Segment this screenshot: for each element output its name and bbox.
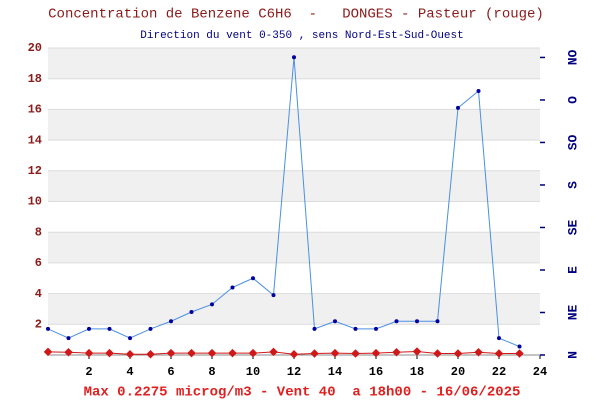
band bbox=[48, 293, 540, 325]
point bbox=[187, 348, 196, 358]
point bbox=[351, 349, 360, 358]
point bbox=[46, 326, 50, 331]
point bbox=[269, 347, 278, 357]
point bbox=[148, 326, 153, 331]
x-tick-label: 8 bbox=[208, 365, 215, 379]
point bbox=[415, 319, 419, 324]
y2-tick-label: O bbox=[565, 96, 580, 104]
y2-tick-label: E bbox=[565, 266, 580, 274]
y-tick-label: 20 bbox=[28, 41, 42, 55]
point bbox=[125, 349, 135, 359]
point bbox=[271, 293, 276, 298]
point bbox=[84, 348, 94, 358]
chart-subtitle: Direction du vent 0-350 , sens Nord-Est-… bbox=[140, 30, 463, 42]
point bbox=[435, 319, 440, 324]
chart-title: Concentration de Benzene C6H6 - DONGES -… bbox=[48, 7, 544, 23]
point bbox=[330, 348, 340, 358]
point bbox=[210, 302, 214, 307]
y-tick-label: 2 bbox=[35, 317, 42, 331]
point bbox=[169, 319, 173, 324]
y-tick-label: 4 bbox=[35, 287, 42, 301]
x-tick-label: 4 bbox=[126, 365, 133, 379]
band bbox=[48, 109, 540, 141]
point bbox=[374, 326, 378, 331]
x-tick-label: 16 bbox=[369, 365, 383, 379]
point bbox=[248, 348, 258, 358]
point bbox=[289, 349, 299, 359]
point bbox=[394, 319, 399, 324]
x-tick-label: 14 bbox=[328, 365, 342, 379]
point bbox=[453, 349, 463, 358]
chart-footer: Max 0.2275 microg/m3 - Vent 40 a 18h00 -… bbox=[84, 385, 521, 400]
point bbox=[146, 349, 155, 359]
y-tick-label: 18 bbox=[28, 72, 42, 86]
y2-tick-label: NE bbox=[565, 304, 580, 320]
point bbox=[105, 348, 114, 358]
point bbox=[353, 326, 358, 331]
y-tick-label: 8 bbox=[35, 225, 42, 239]
series-line bbox=[47, 57, 520, 348]
x-tick-label: 10 bbox=[246, 365, 260, 379]
y2-tick-label: SE bbox=[565, 219, 580, 235]
x-tick-label: 22 bbox=[492, 365, 506, 379]
point bbox=[371, 348, 381, 358]
point bbox=[333, 319, 337, 324]
point bbox=[292, 55, 296, 60]
band bbox=[48, 170, 540, 202]
point bbox=[433, 349, 442, 358]
x-tick-label: 2 bbox=[85, 365, 92, 379]
point bbox=[497, 336, 501, 341]
point bbox=[251, 276, 255, 281]
point bbox=[515, 349, 524, 358]
y-tick-label: 10 bbox=[28, 195, 42, 209]
point bbox=[412, 347, 422, 356]
x-tick-label: 24 bbox=[533, 365, 547, 379]
y-tick-label: 14 bbox=[28, 133, 42, 147]
point bbox=[230, 285, 235, 290]
point bbox=[207, 348, 217, 358]
point bbox=[107, 326, 112, 331]
point bbox=[66, 336, 71, 341]
point bbox=[456, 105, 460, 110]
y-tick-label: 12 bbox=[28, 164, 42, 178]
y2-tick-label: N bbox=[565, 351, 580, 359]
y2-tick-label: S bbox=[565, 181, 580, 189]
point bbox=[64, 347, 73, 357]
point bbox=[43, 347, 53, 357]
x-tick-label: 18 bbox=[410, 365, 424, 379]
point bbox=[189, 310, 194, 315]
band bbox=[48, 232, 540, 263]
y-tick-label: 6 bbox=[35, 256, 42, 270]
point bbox=[517, 344, 522, 349]
point bbox=[474, 347, 483, 357]
y2-tick-label: SO bbox=[565, 134, 580, 150]
y2-tick-label: NO bbox=[565, 49, 580, 65]
point bbox=[310, 349, 319, 358]
point bbox=[128, 336, 132, 341]
y-tick-label: 16 bbox=[28, 103, 42, 117]
point bbox=[87, 326, 91, 331]
x-tick-label: 20 bbox=[451, 365, 465, 379]
point bbox=[494, 349, 504, 358]
point bbox=[392, 347, 401, 357]
point bbox=[166, 348, 176, 358]
x-tick-label: 12 bbox=[287, 365, 301, 379]
point bbox=[476, 88, 481, 93]
point bbox=[228, 348, 237, 358]
x-tick-label: 6 bbox=[167, 365, 174, 379]
point bbox=[312, 326, 317, 331]
